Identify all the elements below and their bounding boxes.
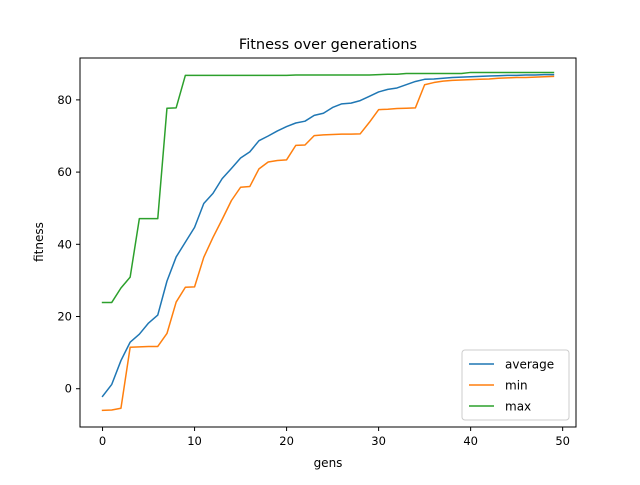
x-tick-label: 20: [279, 434, 294, 448]
y-tick-label: 0: [65, 382, 72, 396]
chart-title: Fitness over generations: [239, 37, 417, 53]
axes-frame: [79, 57, 577, 428]
series-line-min: [101, 75, 555, 412]
x-axis-label: gens: [314, 456, 343, 470]
x-tick-label: 10: [187, 434, 202, 448]
y-tick-label: 20: [57, 310, 72, 324]
legend-box: [461, 349, 570, 421]
plot-area: [101, 71, 555, 412]
y-axis-label: fitness: [32, 222, 46, 262]
y-tick-label: 40: [57, 237, 72, 251]
y-tick-label: 80: [57, 93, 72, 107]
axis-ticks: 0 10 20 30 40 50 0 20 40 60 80: [57, 93, 570, 448]
series-line-max: [101, 71, 555, 304]
series-line-average: [101, 73, 555, 398]
x-tick-label: 0: [99, 434, 106, 448]
legend-label-max: max: [505, 400, 531, 414]
legend-label-average: average: [505, 358, 554, 372]
legend: average min max: [461, 349, 570, 421]
x-tick-label: 40: [463, 434, 478, 448]
x-tick-label: 50: [555, 434, 570, 448]
x-tick-label: 30: [371, 434, 386, 448]
legend-label-min: min: [505, 379, 528, 393]
y-tick-label: 60: [57, 165, 72, 179]
